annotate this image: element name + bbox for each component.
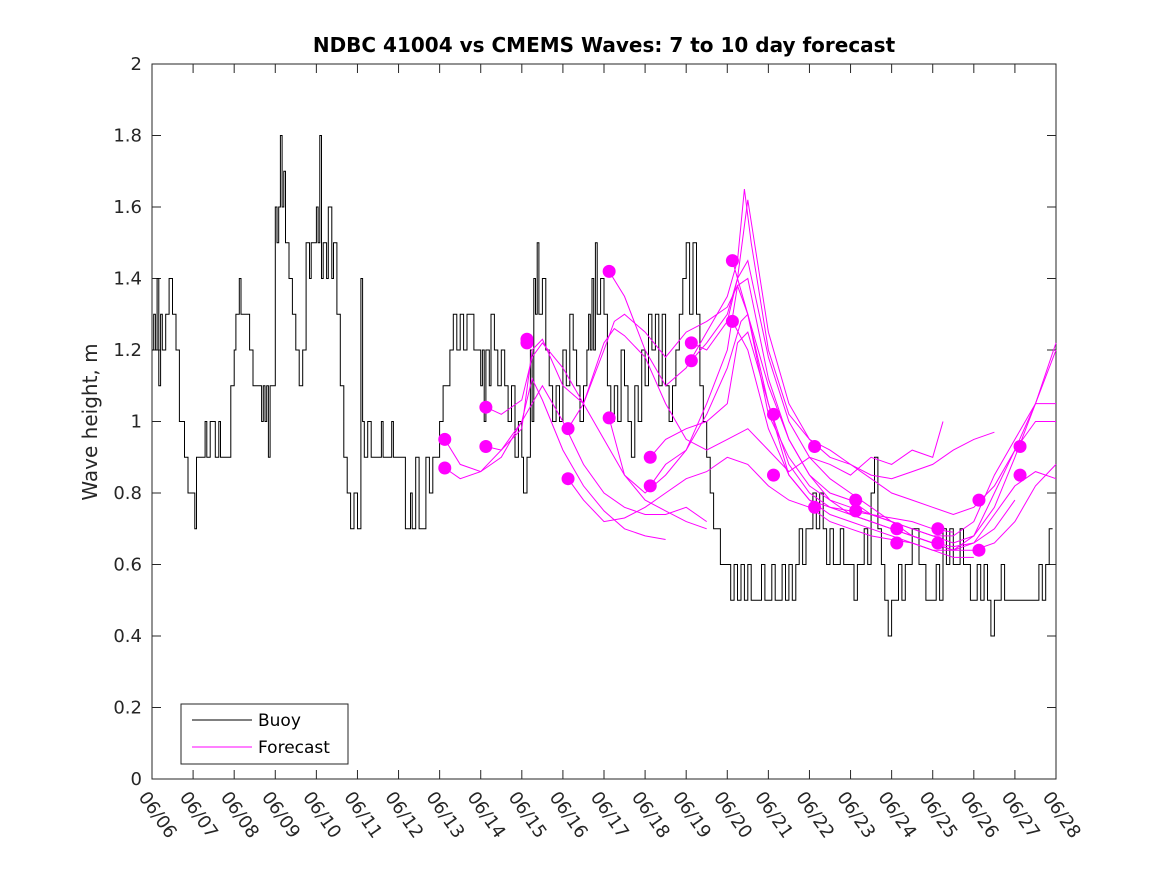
forecast-marker xyxy=(438,432,452,446)
y-tick-label: 1.8 xyxy=(113,126,142,147)
forecast-marker xyxy=(972,493,986,507)
forecast-line xyxy=(731,321,1057,551)
forecast-marker xyxy=(520,336,534,350)
forecast-line xyxy=(567,456,974,558)
legend-label-forecast: Forecast xyxy=(258,738,330,758)
forecast-marker xyxy=(808,440,822,454)
forecast-marker xyxy=(1013,440,1027,454)
forecast-marker xyxy=(1013,468,1027,482)
forecast-marker xyxy=(684,354,698,368)
forecast-marker xyxy=(890,536,904,550)
forecast-marker xyxy=(561,472,575,486)
forecast-marker xyxy=(643,479,657,493)
y-tick-label: 0.6 xyxy=(113,555,142,576)
forecast-line xyxy=(567,284,954,533)
forecast-marker xyxy=(972,543,986,557)
forecast-marker xyxy=(479,400,493,414)
y-axis-label: Wave height, m xyxy=(78,343,102,500)
forecast-line xyxy=(444,384,707,523)
buoy-line xyxy=(152,135,1053,637)
y-tick-label: 0 xyxy=(131,769,142,790)
forecast-line xyxy=(731,260,1057,537)
forecast-marker xyxy=(438,461,452,475)
forecast-marker xyxy=(561,422,575,436)
forecast-line xyxy=(691,199,1056,516)
forecast-marker xyxy=(725,254,739,268)
y-tick-label: 0.4 xyxy=(113,626,142,647)
forecast-marker xyxy=(767,468,780,482)
y-tick-label: 0.8 xyxy=(113,483,142,504)
legend: Buoy Forecast xyxy=(180,703,349,765)
y-tick-label: 1 xyxy=(131,412,142,433)
legend-box xyxy=(180,703,349,765)
y-tick-label: 2 xyxy=(131,54,142,75)
legend-label-buoy: Buoy xyxy=(258,711,301,731)
forecast-marker xyxy=(808,500,822,514)
forecast-marker xyxy=(643,450,657,464)
forecast-marker xyxy=(890,522,904,536)
y-tick-label: 1.4 xyxy=(113,269,142,290)
forecast-marker xyxy=(931,522,945,536)
y-tick-label: 1.6 xyxy=(113,197,142,218)
forecast-marker xyxy=(602,411,616,425)
y-tick-label: 1.2 xyxy=(113,340,142,361)
forecast-marker xyxy=(931,536,945,550)
forecast-line xyxy=(649,277,1057,551)
forecast-marker xyxy=(479,440,493,454)
y-tick-label: 0.2 xyxy=(113,698,142,719)
forecast-line xyxy=(608,189,995,480)
forecast-marker xyxy=(602,264,616,278)
forecast-line xyxy=(485,327,944,476)
forecast-marker xyxy=(849,504,863,518)
forecast-marker xyxy=(725,314,739,328)
chart-title: NDBC 41004 vs CMEMS Waves: 7 to 10 day f… xyxy=(313,33,896,57)
forecast-marker xyxy=(684,336,698,350)
forecast-marker xyxy=(849,493,863,507)
forecast-marker xyxy=(767,407,780,421)
